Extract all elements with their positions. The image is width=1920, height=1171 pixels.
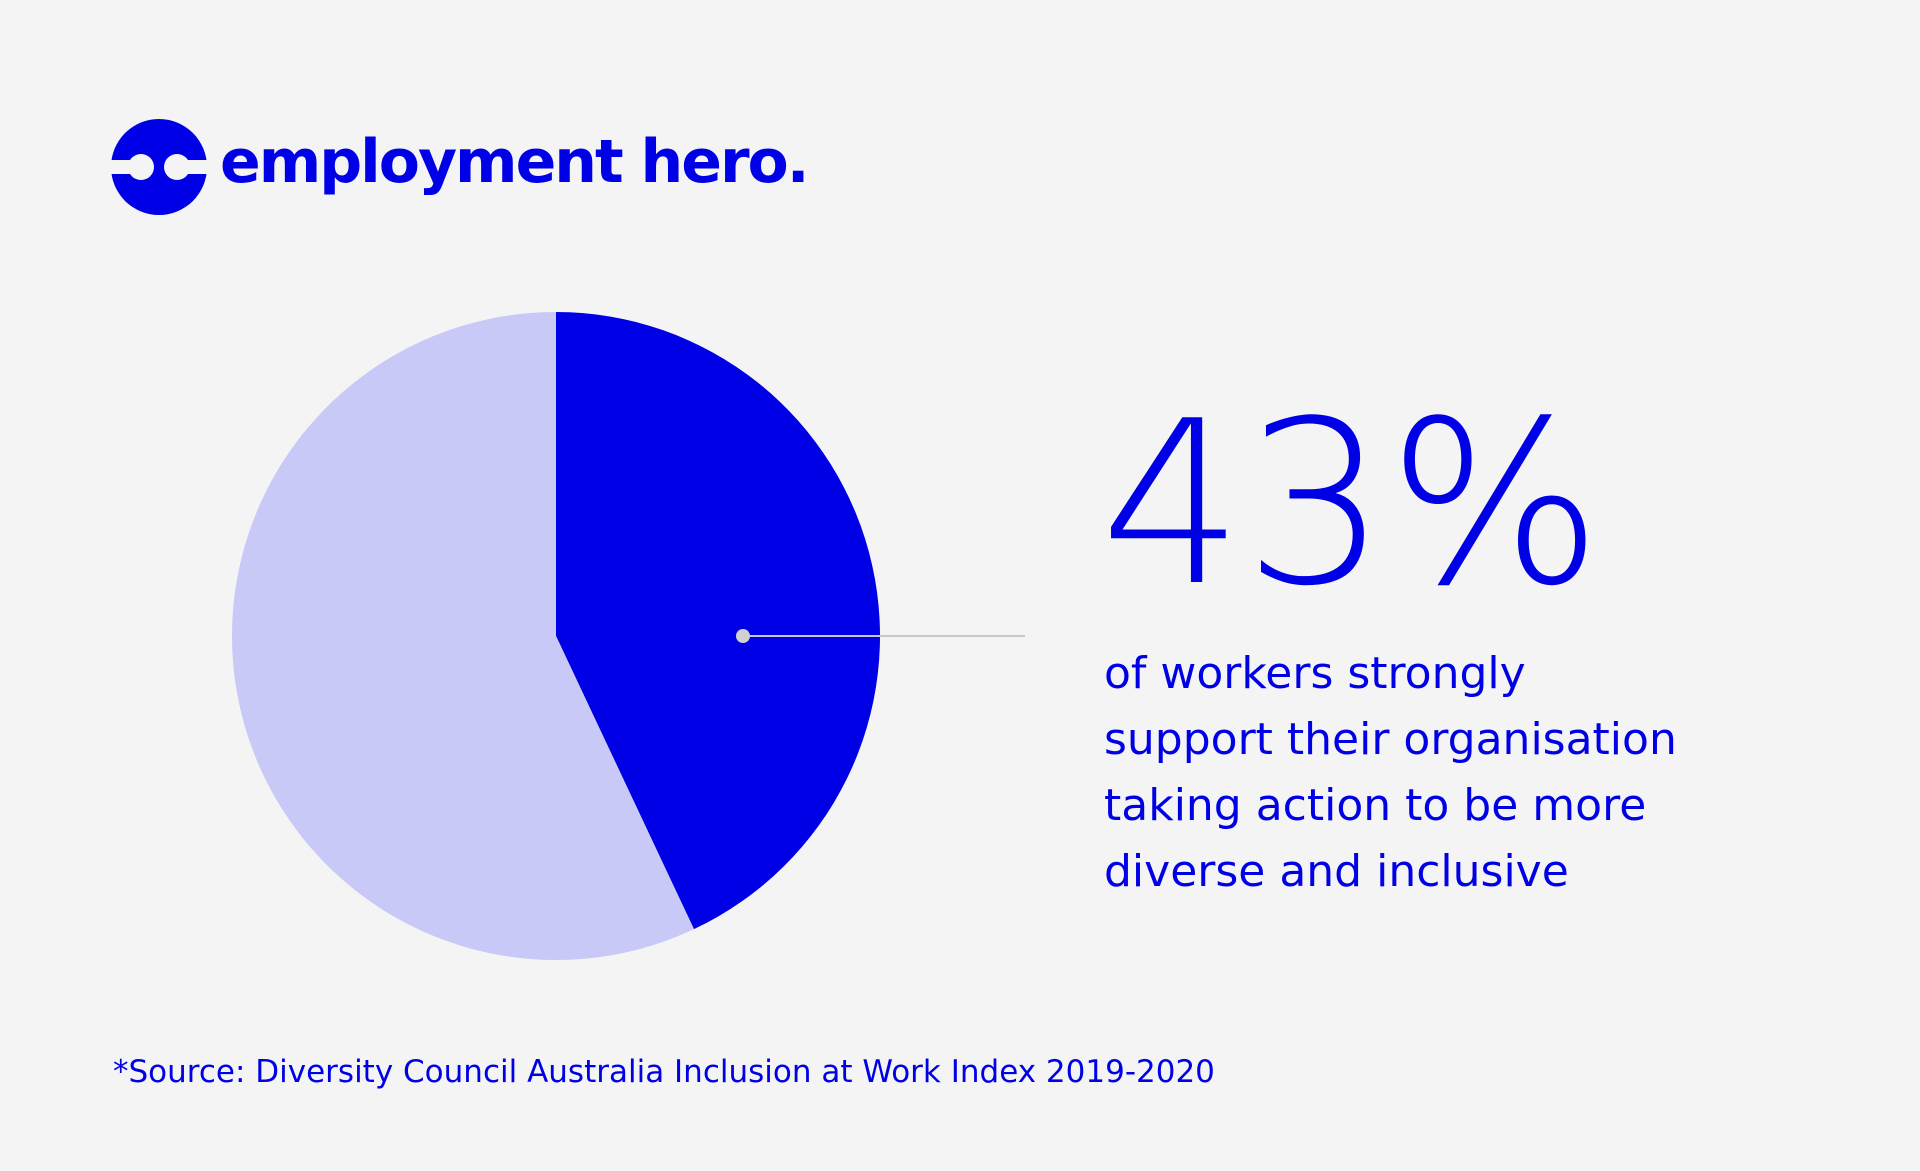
pie-slice bbox=[556, 312, 880, 930]
annotation-line: support their organisation bbox=[1104, 714, 1677, 765]
pie-slice bbox=[232, 312, 694, 960]
logo-circle bbox=[111, 119, 207, 215]
logo-notch bbox=[177, 160, 207, 174]
leader-dot bbox=[736, 629, 750, 643]
pie bbox=[232, 312, 880, 960]
annotation-line: taking action to be more bbox=[1104, 780, 1646, 831]
annotation: of workers strongly support their organis… bbox=[1104, 648, 1677, 897]
value-label: 43% bbox=[1100, 373, 1602, 636]
source-note: *Source: Diversity Council Australia Inc… bbox=[113, 1054, 1215, 1090]
logo-text: employment hero. bbox=[220, 127, 808, 197]
annotation-line: diverse and inclusive bbox=[1104, 846, 1569, 897]
logo-notch bbox=[111, 160, 141, 174]
logo-icon bbox=[111, 119, 207, 215]
annotation-line: of workers strongly bbox=[1104, 648, 1526, 699]
